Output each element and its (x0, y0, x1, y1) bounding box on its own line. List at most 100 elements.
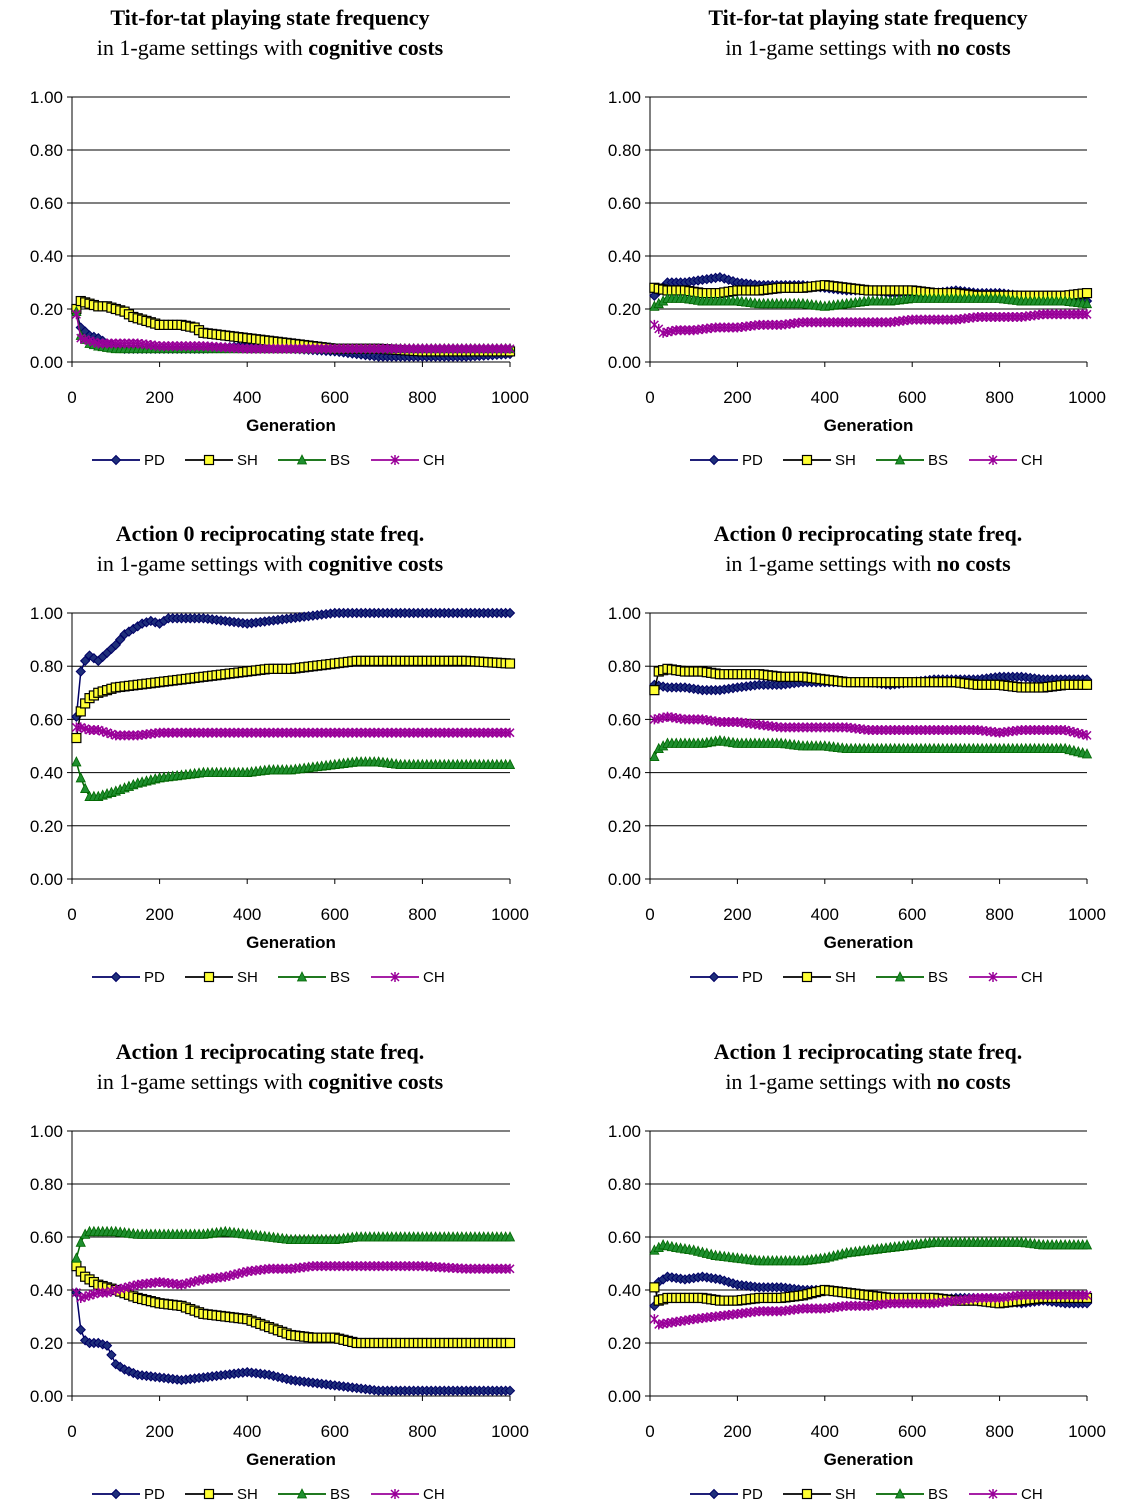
legend-label-bs: BS (330, 452, 350, 469)
data-point (504, 607, 516, 619)
x-tick-label: 1000 (1068, 1422, 1106, 1441)
legend-marker (801, 454, 813, 466)
legend-marker (708, 1488, 720, 1500)
data-point (75, 1324, 86, 1335)
data-point (75, 1236, 86, 1247)
chart-subtitle: in 1-game settings with no costs (725, 551, 1011, 576)
x-tick-label: 400 (233, 905, 261, 924)
x-tick-label: 600 (898, 905, 926, 924)
x-tick-label: 1000 (1068, 905, 1106, 924)
series-line (653, 1294, 1087, 1326)
series-bs (649, 734, 1093, 762)
chart-subtitle-emphasis: no costs (937, 551, 1011, 576)
legend-label-ch: CH (1021, 1486, 1043, 1503)
data-point (504, 1231, 516, 1242)
data-point (649, 1282, 660, 1293)
series-line (654, 715, 1088, 737)
series-line (653, 313, 1087, 334)
legend-marker (988, 972, 998, 982)
chart-panel: Action 0 reciprocating state freq. in 1-g… (30, 521, 529, 986)
data-point (75, 666, 86, 677)
x-tick-label: 400 (811, 1422, 839, 1441)
chart-panel: Action 0 reciprocating state freq. in 1-g… (608, 521, 1106, 986)
y-tick-label: 0.00 (30, 1387, 63, 1406)
y-tick-label: 0.40 (30, 247, 63, 266)
legend-label-sh: SH (835, 452, 856, 469)
data-point (649, 685, 660, 696)
data-point (649, 319, 659, 330)
x-axis-label: Generation (246, 1450, 336, 1469)
x-tick-label: 1000 (491, 388, 529, 407)
y-tick-label: 0.40 (608, 247, 641, 266)
legend-marker (390, 455, 400, 465)
legend-marker (390, 1489, 400, 1499)
legend-label-pd: PD (144, 1486, 165, 1503)
y-tick-label: 0.80 (608, 657, 641, 676)
y-tick-label: 1.00 (608, 604, 641, 623)
chart-title: Action 1 reciprocating state freq. (116, 1039, 425, 1064)
chart-subtitle-emphasis: cognitive costs (308, 1069, 443, 1094)
series-bs (71, 1225, 516, 1263)
x-tick-label: 0 (645, 905, 654, 924)
chart-title: Tit-for-tat playing state frequency (708, 5, 1027, 30)
x-tick-label: 1000 (1068, 388, 1106, 407)
y-tick-label: 1.00 (30, 604, 63, 623)
y-tick-label: 0.20 (608, 1334, 641, 1353)
legend-label-ch: CH (1021, 969, 1043, 986)
legend-marker (110, 971, 122, 983)
chart-title: Action 0 reciprocating state freq. (714, 521, 1023, 546)
y-tick-label: 0.80 (608, 1175, 641, 1194)
chart-subtitle: in 1-game settings with cognitive costs (97, 35, 444, 60)
series-bs (649, 292, 1093, 311)
x-tick-label: 600 (321, 905, 349, 924)
x-tick-label: 0 (645, 388, 654, 407)
y-tick-label: 0.80 (30, 141, 63, 160)
x-tick-label: 400 (811, 388, 839, 407)
y-tick-label: 0.60 (30, 1228, 63, 1247)
legend-marker (988, 455, 998, 465)
legend-marker (708, 454, 720, 466)
chart-title: Action 0 reciprocating state freq. (116, 521, 425, 546)
legend-label-bs: BS (330, 969, 350, 986)
legend-label-pd: PD (742, 1486, 763, 1503)
x-tick-label: 600 (321, 388, 349, 407)
data-point (1082, 730, 1092, 741)
y-tick-label: 0.80 (30, 1175, 63, 1194)
x-tick-label: 1000 (491, 905, 529, 924)
legend-label-sh: SH (237, 969, 258, 986)
x-tick-label: 400 (811, 905, 839, 924)
x-axis-label: Generation (824, 416, 914, 435)
legend-marker (203, 1488, 215, 1500)
data-point (505, 343, 515, 354)
legend-marker (894, 1488, 906, 1499)
series-ch (71, 1261, 515, 1303)
chart-subtitle-text: in 1-game settings with (97, 35, 308, 60)
chart-subtitle-emphasis: no costs (937, 35, 1011, 60)
legend-marker (801, 1488, 813, 1500)
legend-marker (110, 454, 122, 466)
x-axis-label: Generation (824, 933, 914, 952)
chart-panel: Tit-for-tat playing state frequency in 1-… (608, 5, 1106, 469)
legend-label-sh: SH (835, 1486, 856, 1503)
x-tick-label: 0 (67, 905, 76, 924)
legend-marker (708, 971, 720, 983)
x-tick-label: 400 (233, 1422, 261, 1441)
series-ch (71, 309, 515, 354)
legend-label-sh: SH (237, 452, 258, 469)
y-tick-label: 1.00 (30, 1122, 63, 1141)
series-bs (649, 1236, 1093, 1266)
y-tick-label: 0.00 (30, 353, 63, 372)
chart-subtitle-text: in 1-game settings with (97, 551, 308, 576)
y-tick-label: 0.00 (608, 353, 641, 372)
legend-marker (296, 971, 308, 982)
legend: PD SH BS CH (690, 452, 1043, 469)
data-point (71, 756, 82, 767)
legend-label-pd: PD (742, 969, 763, 986)
x-tick-label: 800 (985, 1422, 1013, 1441)
data-point (505, 727, 515, 738)
series-sh (649, 663, 1093, 696)
chart-subtitle-text: in 1-game settings with (97, 1069, 308, 1094)
chart-title: Tit-for-tat playing state frequency (110, 5, 429, 30)
legend-label-bs: BS (928, 969, 948, 986)
